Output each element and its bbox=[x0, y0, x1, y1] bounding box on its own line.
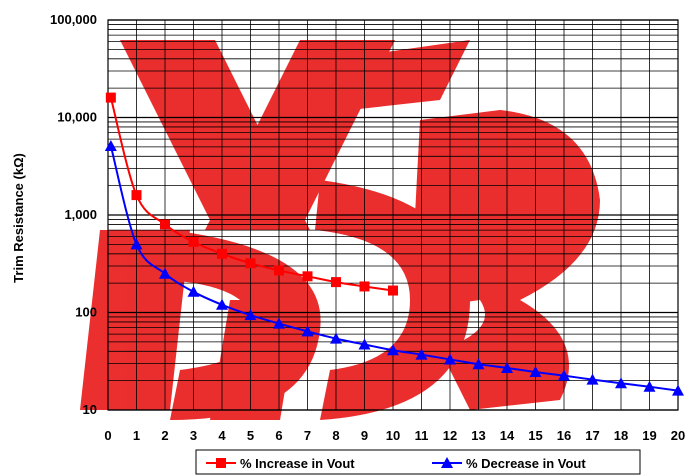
data-point bbox=[615, 377, 627, 389]
x-tick-label: 17 bbox=[585, 428, 599, 443]
series-2 bbox=[104, 140, 684, 396]
data-point bbox=[187, 285, 200, 297]
x-tick-label: 13 bbox=[471, 428, 485, 443]
x-tick-label: 8 bbox=[332, 428, 339, 443]
x-tick-label: 1 bbox=[133, 428, 140, 443]
data-point bbox=[301, 325, 314, 337]
legend-item-2: % Decrease in Vout bbox=[432, 456, 586, 471]
legend: % Increase in Vout % Decrease in Vout bbox=[195, 449, 641, 475]
data-point bbox=[159, 267, 171, 279]
y-tick-label: 100 bbox=[75, 305, 97, 320]
data-point bbox=[331, 277, 341, 288]
series-1 bbox=[105, 92, 398, 296]
data-point bbox=[273, 317, 285, 329]
x-tick-label: 19 bbox=[642, 428, 656, 443]
data-point bbox=[245, 258, 256, 269]
data-point bbox=[415, 348, 428, 360]
data-point bbox=[387, 344, 399, 356]
y-tick-label: 10 bbox=[83, 402, 97, 417]
x-tick-label: 9 bbox=[361, 428, 368, 443]
data-point bbox=[358, 338, 371, 350]
y-tick-label: 1,000 bbox=[64, 207, 97, 222]
data-point bbox=[105, 92, 116, 103]
x-tick-label: 5 bbox=[247, 428, 254, 443]
x-tick-label: 20 bbox=[671, 428, 685, 443]
data-point bbox=[130, 238, 143, 250]
data-point bbox=[104, 140, 117, 152]
data-point bbox=[302, 271, 313, 282]
data-point bbox=[216, 298, 228, 310]
x-tick-label: 12 bbox=[443, 428, 457, 443]
data-point bbox=[529, 366, 542, 378]
data-point bbox=[359, 281, 370, 292]
data-point bbox=[330, 332, 342, 344]
data-point bbox=[131, 190, 142, 201]
y-axis-label: Trim Resistance (kΩ) bbox=[11, 153, 26, 283]
series-layer bbox=[104, 92, 684, 396]
legend-label: % Increase in Vout bbox=[240, 456, 355, 471]
data-point bbox=[643, 380, 656, 392]
legend-marker bbox=[441, 457, 453, 468]
plot-border bbox=[107, 19, 679, 411]
legend-label: % Decrease in Vout bbox=[466, 456, 586, 471]
data-point bbox=[188, 236, 199, 247]
x-tick-label: 18 bbox=[614, 428, 628, 443]
data-point bbox=[217, 248, 227, 259]
x-tick-label: 14 bbox=[500, 428, 515, 443]
x-tick-label: 11 bbox=[415, 428, 429, 443]
x-axis-tick-labels: 0 1 2 3 4 5 6 7 8 9 10 11 12 13 14 15 16 17 18 19 20 bbox=[104, 428, 685, 443]
x-tick-label: 16 bbox=[557, 428, 571, 443]
legend-box bbox=[195, 449, 641, 475]
x-tick-label: 2 bbox=[161, 428, 168, 443]
x-tick-label: 6 bbox=[275, 428, 282, 443]
data-point bbox=[586, 373, 599, 385]
data-point bbox=[558, 369, 570, 381]
data-point bbox=[501, 361, 513, 373]
data-point bbox=[672, 384, 684, 396]
data-point bbox=[244, 309, 257, 321]
x-tick-label: 7 bbox=[304, 428, 311, 443]
x-tick-label: 10 bbox=[386, 428, 400, 443]
data-point bbox=[388, 285, 398, 296]
data-point bbox=[274, 265, 284, 276]
y-tick-label: 100,000 bbox=[50, 12, 97, 27]
x-tick-label: 4 bbox=[218, 428, 226, 443]
x-tick-label: 0 bbox=[104, 428, 111, 443]
y-axis-tick-labels: 10 100 1,000 10,000 100,000 bbox=[50, 12, 97, 417]
data-point bbox=[472, 358, 485, 370]
x-tick-label: 15 bbox=[528, 428, 542, 443]
data-point bbox=[444, 353, 456, 365]
legend-marker bbox=[216, 458, 226, 468]
legend-item-1: % Increase in Vout bbox=[206, 456, 355, 471]
x-tick-label: 3 bbox=[190, 428, 197, 443]
data-point bbox=[160, 219, 170, 230]
y-tick-label: 10,000 bbox=[57, 110, 97, 125]
